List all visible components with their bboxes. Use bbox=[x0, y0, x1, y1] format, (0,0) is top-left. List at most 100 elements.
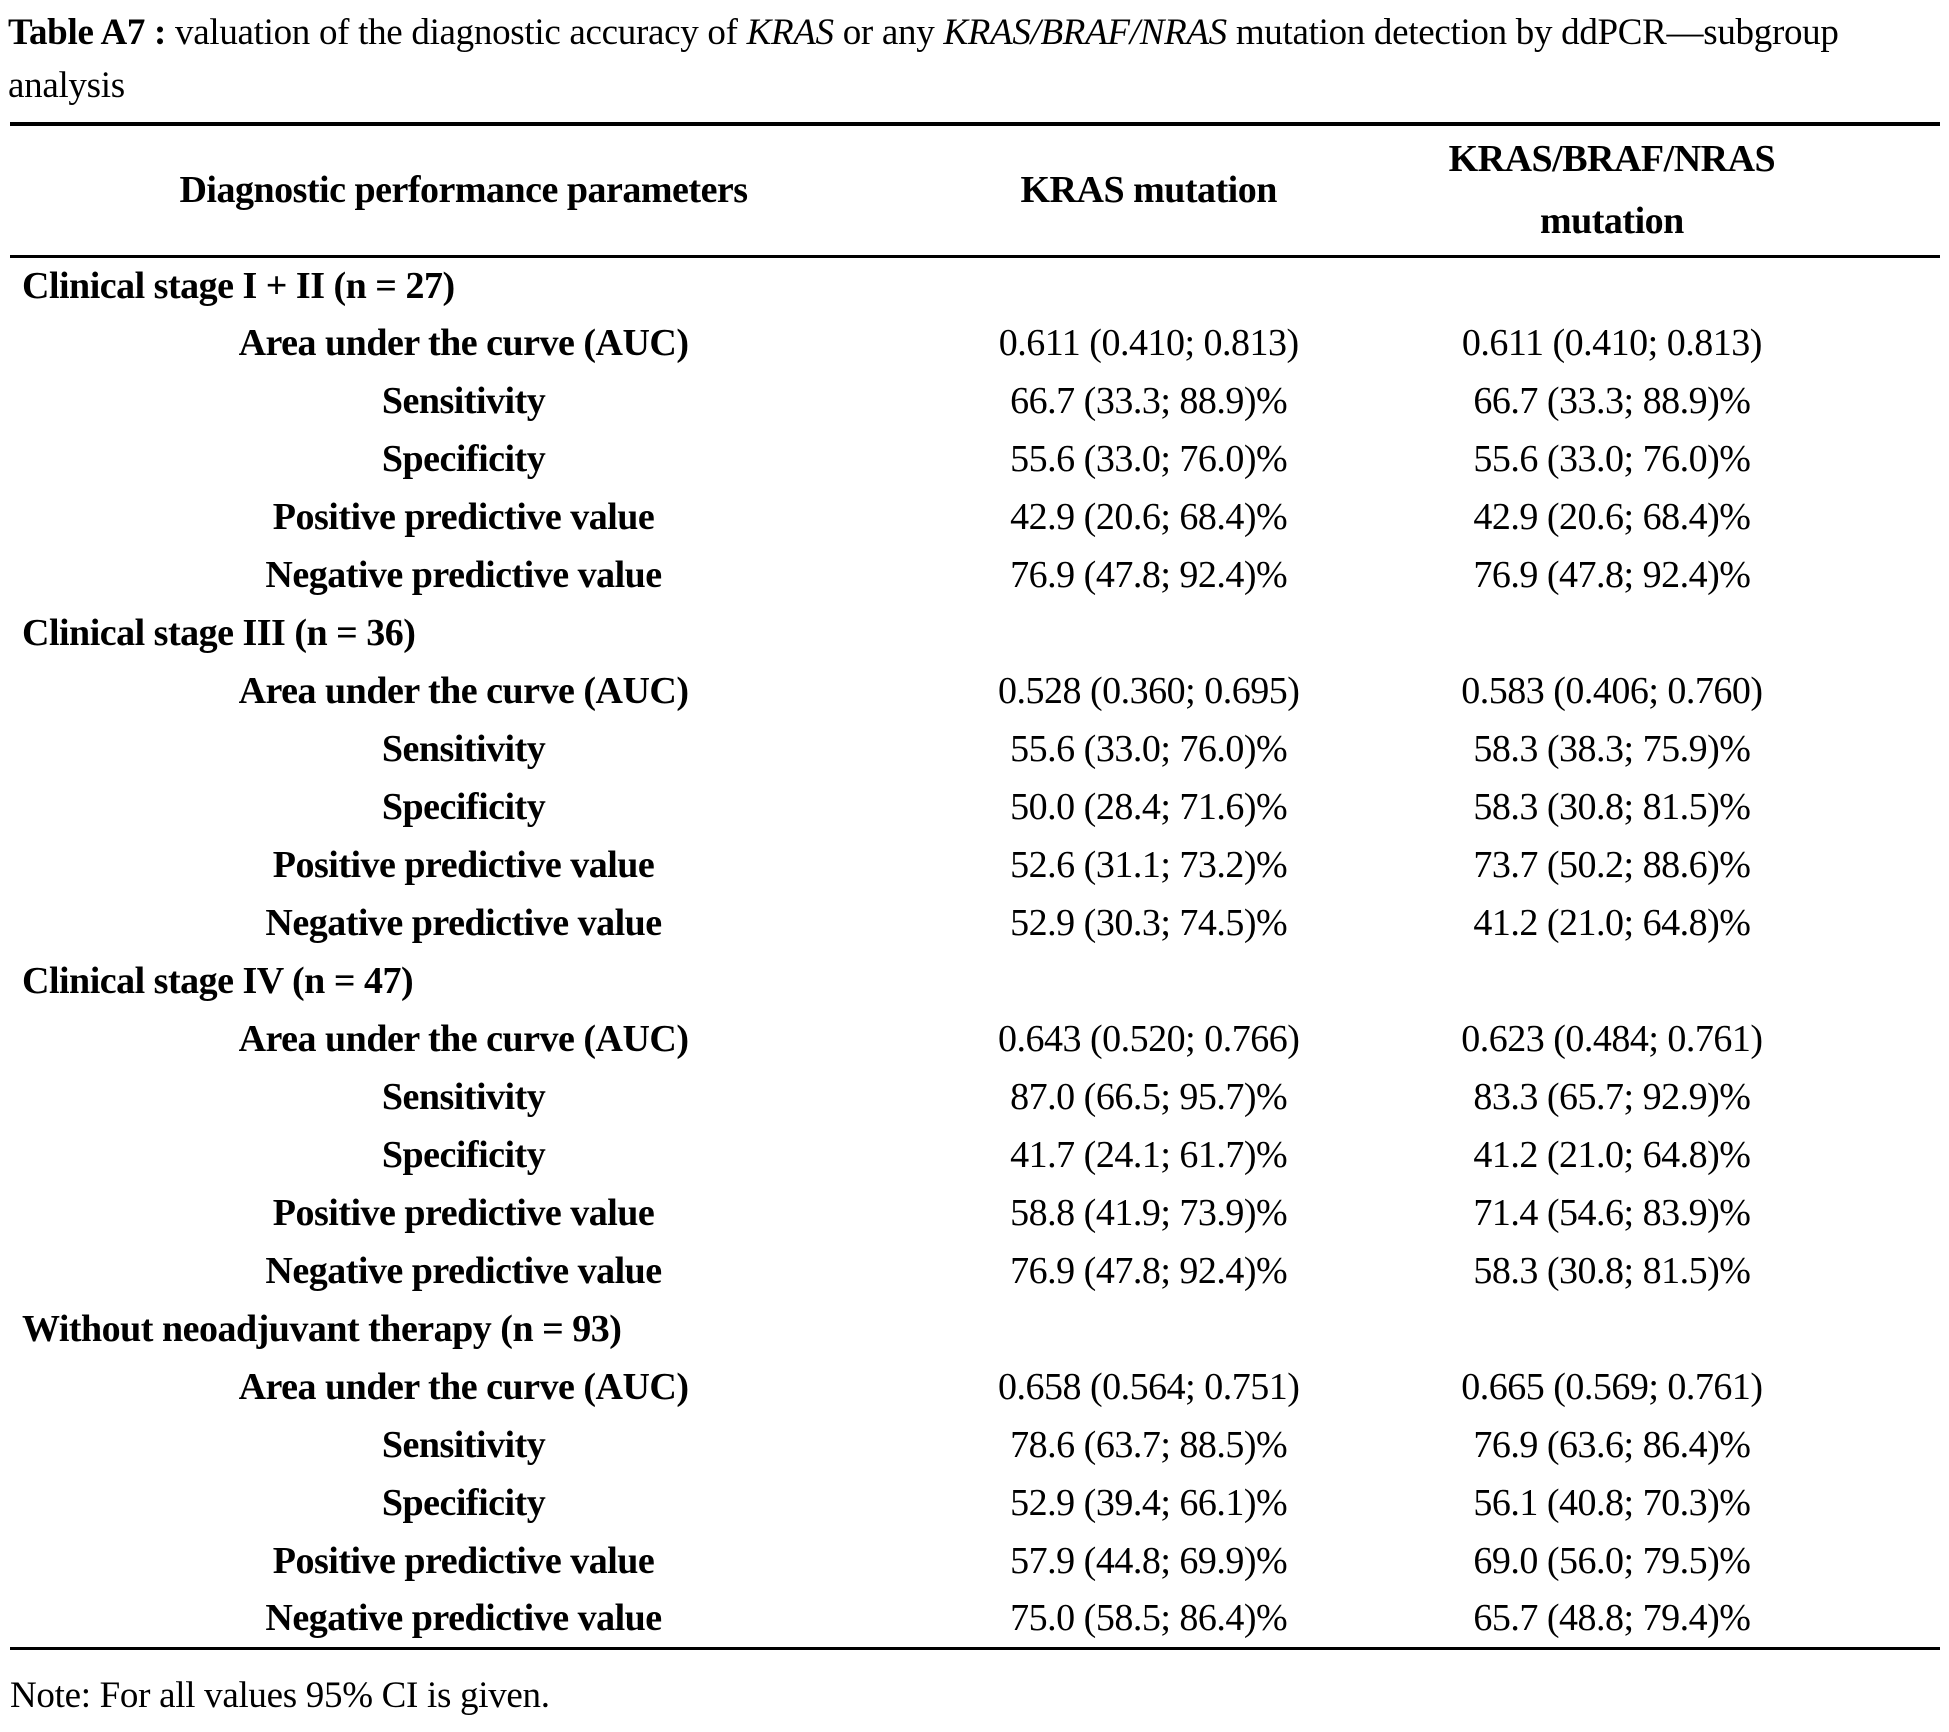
kras-braf-nras-value-cell: 0.583 (0.406; 0.760) bbox=[1461, 670, 1763, 712]
parameter-cell: Sensitivity bbox=[381, 1424, 546, 1466]
spacer-cell bbox=[1843, 372, 1940, 430]
table-note: Note: For all values 95% CI is given. bbox=[10, 1674, 550, 1716]
spacer-cell bbox=[1843, 1532, 1940, 1590]
parameter-cell: Area under the curve (AUC) bbox=[238, 322, 689, 364]
table-header: Diagnostic performance parameters KRAS m… bbox=[10, 124, 1940, 256]
header-row: Diagnostic performance parameters KRAS m… bbox=[10, 124, 1940, 256]
parameter-cell: Negative predictive value bbox=[265, 554, 662, 596]
table-row: Negative predictive value 75.0 (58.5; 86.… bbox=[10, 1590, 1940, 1648]
spacer-cell bbox=[1843, 1010, 1940, 1068]
spacer-cell bbox=[1843, 662, 1940, 720]
spacer-cell bbox=[1843, 894, 1940, 952]
kras-braf-nras-value-cell: 76.9 (47.8; 92.4)% bbox=[1473, 554, 1751, 596]
table-row: Sensitivity 55.6 (33.0; 76.0)% 58.3 (38.3;… bbox=[10, 720, 1940, 778]
spacer-cell bbox=[1843, 1358, 1940, 1416]
spacer-cell bbox=[1843, 430, 1940, 488]
parameter-cell: Specificity bbox=[381, 438, 546, 480]
parameter-cell: Area under the curve (AUC) bbox=[238, 1366, 689, 1408]
spacer-cell bbox=[1843, 1416, 1940, 1474]
kras-braf-nras-value-cell: 71.4 (54.6; 83.9)% bbox=[1473, 1192, 1751, 1234]
table-row: Specificity 41.7 (24.1; 61.7)% 41.2 (21.0;… bbox=[10, 1126, 1940, 1184]
kras-value-cell: 42.9 (20.6; 68.4)% bbox=[1010, 496, 1288, 538]
kras-value-cell: 57.9 (44.8; 69.9)% bbox=[1010, 1540, 1288, 1582]
section-row: Clinical stage IV (n = 47) bbox=[10, 952, 1940, 1010]
table-row: Sensitivity 66.7 (33.3; 88.9)% 66.7 (33.3;… bbox=[10, 372, 1940, 430]
parameter-cell: Specificity bbox=[381, 1134, 546, 1176]
kras-value-cell: 50.0 (28.4; 71.6)% bbox=[1010, 786, 1288, 828]
kras-value-cell: 66.7 (33.3; 88.9)% bbox=[1010, 380, 1288, 422]
section-title: Clinical stage III (n = 36) bbox=[22, 612, 416, 654]
kras-value-cell: 0.528 (0.360; 0.695) bbox=[998, 670, 1300, 712]
spacer-cell bbox=[1843, 1068, 1940, 1126]
parameter-cell: Specificity bbox=[381, 786, 546, 828]
column-header-parameters: Diagnostic performance parameters bbox=[179, 168, 748, 211]
spacer-cell bbox=[1843, 1242, 1940, 1300]
kras-value-cell: 76.9 (47.8; 92.4)% bbox=[1010, 554, 1288, 596]
section-title: Clinical stage I + II (n = 27) bbox=[22, 264, 455, 307]
parameter-cell: Sensitivity bbox=[381, 1076, 546, 1118]
spacer-cell bbox=[1843, 778, 1940, 836]
kras-braf-nras-value-cell: 58.3 (30.8; 81.5)% bbox=[1473, 1250, 1751, 1292]
parameter-cell: Area under the curve (AUC) bbox=[238, 670, 689, 712]
kras-value-cell: 0.643 (0.520; 0.766) bbox=[998, 1018, 1300, 1060]
parameter-cell: Sensitivity bbox=[381, 380, 546, 422]
table-row: Specificity 50.0 (28.4; 71.6)% 58.3 (30.8;… bbox=[10, 778, 1940, 836]
caption-text-3: mutation detection by ddPCR—subgroup ana… bbox=[8, 12, 1839, 106]
column-header-kras: KRAS mutation bbox=[1020, 168, 1278, 211]
kras-braf-nras-value-cell: 66.7 (33.3; 88.9)% bbox=[1473, 380, 1751, 422]
kras-value-cell: 87.0 (66.5; 95.7)% bbox=[1010, 1076, 1288, 1118]
kras-value-cell: 55.6 (33.0; 76.0)% bbox=[1010, 438, 1288, 480]
parameter-cell: Negative predictive value bbox=[265, 902, 662, 944]
parameter-cell: Area under the curve (AUC) bbox=[238, 1018, 689, 1060]
kras-braf-nras-value-cell: 55.6 (33.0; 76.0)% bbox=[1473, 438, 1751, 480]
kras-value-cell: 41.7 (24.1; 61.7)% bbox=[1010, 1134, 1288, 1176]
parameter-cell: Positive predictive value bbox=[272, 1540, 655, 1582]
section-title: Clinical stage IV (n = 47) bbox=[22, 960, 414, 1002]
table-caption: Table A7 : valuation of the diagnostic a… bbox=[8, 6, 1941, 112]
caption-text-1: valuation of the diagnostic accuracy of bbox=[166, 12, 747, 53]
spacer-cell bbox=[1843, 1184, 1940, 1242]
kras-braf-nras-value-cell: 56.1 (40.8; 70.3)% bbox=[1473, 1482, 1751, 1524]
caption-italic-kbn: KRAS/BRAF/NRAS bbox=[943, 12, 1227, 53]
caption-text-2: or any bbox=[833, 12, 944, 53]
spacer-cell bbox=[1843, 720, 1940, 778]
kras-braf-nras-value-cell: 41.2 (21.0; 64.8)% bbox=[1473, 1134, 1751, 1176]
kras-braf-nras-value-cell: 41.2 (21.0; 64.8)% bbox=[1473, 902, 1751, 944]
parameter-cell: Negative predictive value bbox=[265, 1250, 662, 1292]
table-row: Specificity 55.6 (33.0; 76.0)% 55.6 (33.0;… bbox=[10, 430, 1940, 488]
parameter-cell: Negative predictive value bbox=[265, 1597, 662, 1640]
spacer-cell bbox=[1843, 836, 1940, 894]
section-title: Without neoadjuvant therapy (n = 93) bbox=[22, 1308, 622, 1350]
kras-value-cell: 52.9 (39.4; 66.1)% bbox=[1010, 1482, 1288, 1524]
diagnostic-accuracy-table: Diagnostic performance parameters KRAS m… bbox=[10, 122, 1940, 1650]
spacer-cell bbox=[1843, 314, 1940, 372]
table-row: Negative predictive value 76.9 (47.8; 92.… bbox=[10, 546, 1940, 604]
spacer-cell bbox=[1843, 1126, 1940, 1184]
spacer-cell bbox=[1843, 1590, 1940, 1648]
column-header-kras-braf-nras-text: KRAS/BRAF/NRAS mutation bbox=[1448, 137, 1776, 243]
table-row: Area under the curve (AUC) 0.658 (0.564; … bbox=[10, 1358, 1940, 1416]
kras-value-cell: 76.9 (47.8; 92.4)% bbox=[1010, 1250, 1288, 1292]
spacer-cell bbox=[1843, 488, 1940, 546]
kras-value-cell: 52.9 (30.3; 74.5)% bbox=[1010, 902, 1288, 944]
kras-value-cell: 75.0 (58.5; 86.4)% bbox=[1010, 1597, 1288, 1640]
section-row: Clinical stage III (n = 36) bbox=[10, 604, 1940, 662]
parameter-cell: Specificity bbox=[381, 1482, 546, 1524]
kras-braf-nras-value-cell: 73.7 (50.2; 88.6)% bbox=[1473, 844, 1751, 886]
kras-value-cell: 78.6 (63.7; 88.5)% bbox=[1010, 1424, 1288, 1466]
kras-braf-nras-value-cell: 76.9 (63.6; 86.4)% bbox=[1473, 1424, 1751, 1466]
spacer-cell bbox=[1843, 1474, 1940, 1532]
table-row: Positive predictive value 42.9 (20.6; 68.… bbox=[10, 488, 1940, 546]
kras-value-cell: 58.8 (41.9; 73.9)% bbox=[1010, 1192, 1288, 1234]
kras-value-cell: 0.658 (0.564; 0.751) bbox=[998, 1366, 1300, 1408]
kras-value-cell: 0.611 (0.410; 0.813) bbox=[998, 322, 1299, 364]
kras-value-cell: 55.6 (33.0; 76.0)% bbox=[1010, 728, 1288, 770]
column-header-kras-braf-nras: KRAS/BRAF/NRAS mutation bbox=[1380, 124, 1843, 256]
kras-braf-nras-value-cell: 0.665 (0.569; 0.761) bbox=[1461, 1366, 1763, 1408]
section-row: Without neoadjuvant therapy (n = 93) bbox=[10, 1300, 1940, 1358]
table-body: Clinical stage I + II (n = 27) Area under… bbox=[10, 256, 1940, 1648]
table-row: Positive predictive value 58.8 (41.9; 73.… bbox=[10, 1184, 1940, 1242]
caption-italic-kras: KRAS bbox=[746, 12, 834, 53]
column-header-spacer bbox=[1843, 124, 1940, 256]
